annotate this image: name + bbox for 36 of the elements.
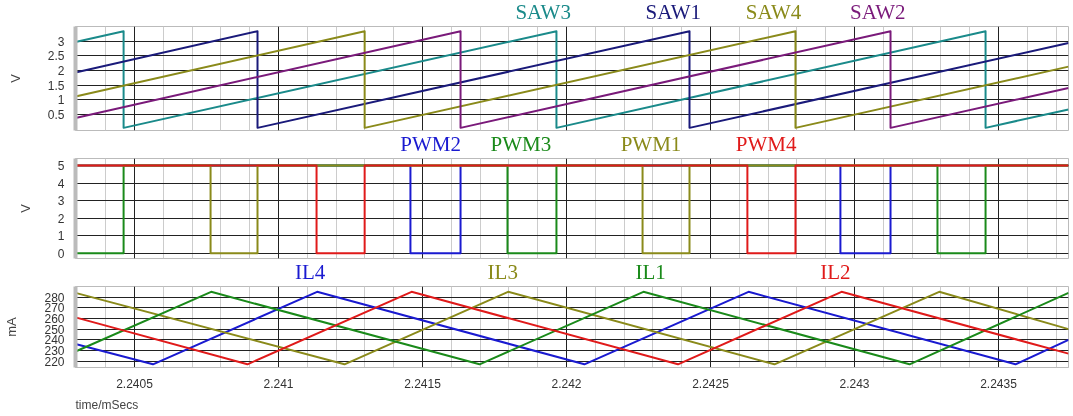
series-label: SAW3 (515, 0, 571, 25)
y-tick-label: 2 (57, 211, 65, 226)
y-tick-label: 3 (57, 194, 65, 209)
y-tick-label: 5 (57, 159, 65, 174)
y-axis-title: V (17, 203, 33, 213)
y-tick-label: 0 (57, 246, 65, 261)
series-label: PWM3 (490, 132, 552, 157)
x-tick-label: 2.2415 (404, 376, 442, 391)
series-label: IL2 (820, 260, 851, 285)
y-tick-label: 1.5 (47, 78, 65, 93)
y-tick-label: 2 (57, 63, 65, 78)
y-tick-label: 4 (57, 176, 65, 191)
y-axis-title: mA (4, 316, 20, 337)
series-label: PWM4 (735, 132, 798, 157)
x-tick-label: 2.242 (551, 376, 582, 391)
series-label: SAW4 (745, 0, 802, 25)
y-tick-label: 2.5 (47, 49, 65, 64)
y-axis-title: V (7, 73, 23, 83)
y-tick-label: 3 (57, 34, 65, 49)
series-label: IL3 (487, 260, 518, 285)
y-tick-label: 0.5 (47, 107, 65, 122)
x-axis-title: time/mSecs (75, 397, 139, 412)
x-tick-label: 2.2435 (980, 376, 1018, 391)
series-label: IL1 (635, 260, 666, 285)
x-tick-label: 2.241 (263, 376, 294, 391)
series-label: SAW1 (645, 0, 701, 25)
x-tick-label: 2.2405 (116, 376, 154, 391)
x-tick-label: 2.243 (839, 376, 870, 391)
series-label: IL4 (294, 260, 326, 285)
x-tick-label: 2.2425 (692, 376, 730, 391)
series-label: SAW2 (850, 0, 906, 25)
y-tick-label: 1 (57, 229, 65, 244)
y-tick-label: 260 (44, 311, 65, 326)
y-tick-label: 1 (57, 93, 65, 108)
series-label: PWM2 (400, 132, 461, 157)
series-label: PWM1 (620, 132, 682, 157)
